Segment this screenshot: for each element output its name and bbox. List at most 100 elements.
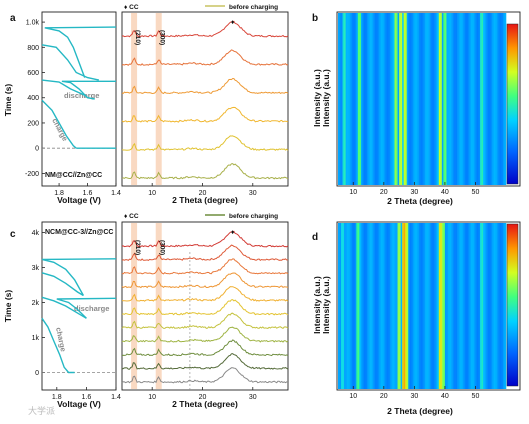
heatmap-column	[359, 13, 362, 185]
panel-c-ylabel: Time (s)	[3, 290, 13, 323]
heatmap-column	[452, 223, 455, 389]
x-tick-label: 1.4	[111, 394, 121, 401]
panel-b-xlabel: 2 Theta (degree)	[387, 196, 453, 206]
y-tick-label: 200	[27, 120, 39, 127]
heatmap-column	[338, 13, 340, 185]
heatmap-column	[370, 223, 372, 389]
heatmap-column	[377, 13, 380, 185]
panel-a-xrd-highlights	[131, 13, 162, 185]
panel-c-sample-label: NCM@CC-3//Zn@CC	[45, 229, 113, 236]
panel-b-ticks: 10 20 30 40 50	[349, 182, 479, 196]
x-tick-label: 20	[199, 190, 207, 197]
heatmap-column	[376, 223, 379, 389]
heatmap-column	[498, 13, 501, 185]
x-tick-label: 30	[249, 190, 257, 197]
heatmap-column	[476, 223, 479, 389]
heatmap-column	[441, 223, 444, 389]
heatmap-column	[399, 223, 401, 389]
heatmap-column	[411, 13, 414, 185]
panel-a-discharge-label: discharge	[64, 91, 99, 100]
voltage-curve-3	[61, 80, 116, 99]
heatmap-column	[411, 223, 414, 389]
heatmap-column	[350, 13, 353, 185]
heatmap-column	[360, 13, 363, 185]
heatmap-column	[461, 13, 464, 185]
heatmap-column	[501, 223, 504, 389]
panel-b-colorbar	[506, 23, 519, 185]
x-tick-label: 40	[441, 189, 449, 196]
panel-c-xlabel: Voltage (V)	[57, 399, 101, 409]
heatmap-column	[415, 223, 418, 389]
x-tick-label: 10	[349, 189, 357, 196]
heatmap-column	[443, 13, 446, 185]
x-tick-label: 10	[148, 394, 156, 401]
heatmap-column	[389, 13, 392, 185]
xrd-pattern-5	[121, 299, 289, 316]
heatmap-column	[373, 13, 375, 185]
xrd-pattern-2	[121, 258, 289, 275]
heatmap-column	[467, 13, 470, 185]
heatmap-column	[354, 13, 357, 185]
panel-c-ticks: 1.8 1.6 1.4 0 1k 2k 3k 4k	[32, 230, 121, 401]
xrd-pattern-7	[121, 326, 289, 343]
heatmap-column	[434, 13, 437, 185]
heatmap-column	[475, 13, 478, 185]
y-tick-label: 2k	[32, 300, 40, 307]
voltage-curve-4	[41, 258, 117, 296]
heatmap-column	[435, 13, 438, 185]
heatmap-column	[400, 13, 403, 185]
x-tick-label: 40	[441, 393, 449, 400]
panel-d-ylabel-2: Intensity (a.u.)	[321, 276, 331, 334]
heatmap-column	[353, 223, 356, 389]
heatmap-column	[428, 223, 430, 389]
heatmap-column	[391, 223, 394, 389]
heatmap-column	[447, 13, 450, 185]
voltage-curve-3	[41, 272, 84, 297]
heatmap-column	[463, 13, 466, 185]
heatmap-column	[357, 223, 360, 389]
heatmap-column	[444, 223, 447, 389]
heatmap-column	[466, 13, 469, 185]
heatmap-column	[374, 13, 377, 185]
heatmap-column	[409, 13, 412, 185]
heatmap-column	[487, 13, 490, 185]
xrd-pattern-10	[121, 367, 289, 384]
heatmap-column	[437, 13, 440, 185]
heatmap-column	[357, 13, 360, 185]
heatmap-column	[400, 223, 403, 389]
heatmap-column	[466, 223, 469, 389]
heatmap-column	[353, 13, 356, 185]
xrd-pattern-5	[121, 163, 289, 180]
heatmap-column	[444, 13, 447, 185]
heatmap-column	[460, 13, 463, 185]
heatmap-column	[504, 223, 507, 389]
heatmap-column	[394, 13, 397, 185]
heatmap-column	[457, 223, 459, 389]
heatmap-column	[423, 223, 426, 389]
heatmap-column	[422, 223, 424, 389]
heatmap-column	[385, 13, 388, 185]
heatmap-column	[345, 13, 348, 185]
heatmap-column	[396, 223, 398, 389]
heatmap-column	[341, 13, 343, 185]
x-tick-label: 20	[199, 394, 207, 401]
heatmap-column	[464, 13, 467, 185]
heatmap-column	[344, 13, 346, 185]
heatmap-column	[383, 223, 386, 389]
x-tick-label: 1.6	[82, 394, 92, 401]
heatmap-column	[438, 13, 441, 185]
heatmap-column	[501, 13, 504, 185]
heatmap-column	[446, 223, 449, 389]
heatmap-column	[486, 223, 488, 389]
heatmap-column	[454, 13, 456, 185]
heatmap-column	[496, 223, 499, 389]
heatmap-column	[470, 13, 473, 185]
heatmap-column	[487, 223, 490, 389]
heatmap-column	[432, 223, 435, 389]
heatmap-column	[406, 223, 409, 389]
y-tick-label: -200	[25, 171, 39, 178]
heatmap-column	[418, 13, 421, 185]
peak-label-0: (210)	[134, 240, 141, 255]
heatmap-column	[481, 13, 484, 185]
panel-a-xlabel: Voltage (V)	[57, 195, 101, 205]
